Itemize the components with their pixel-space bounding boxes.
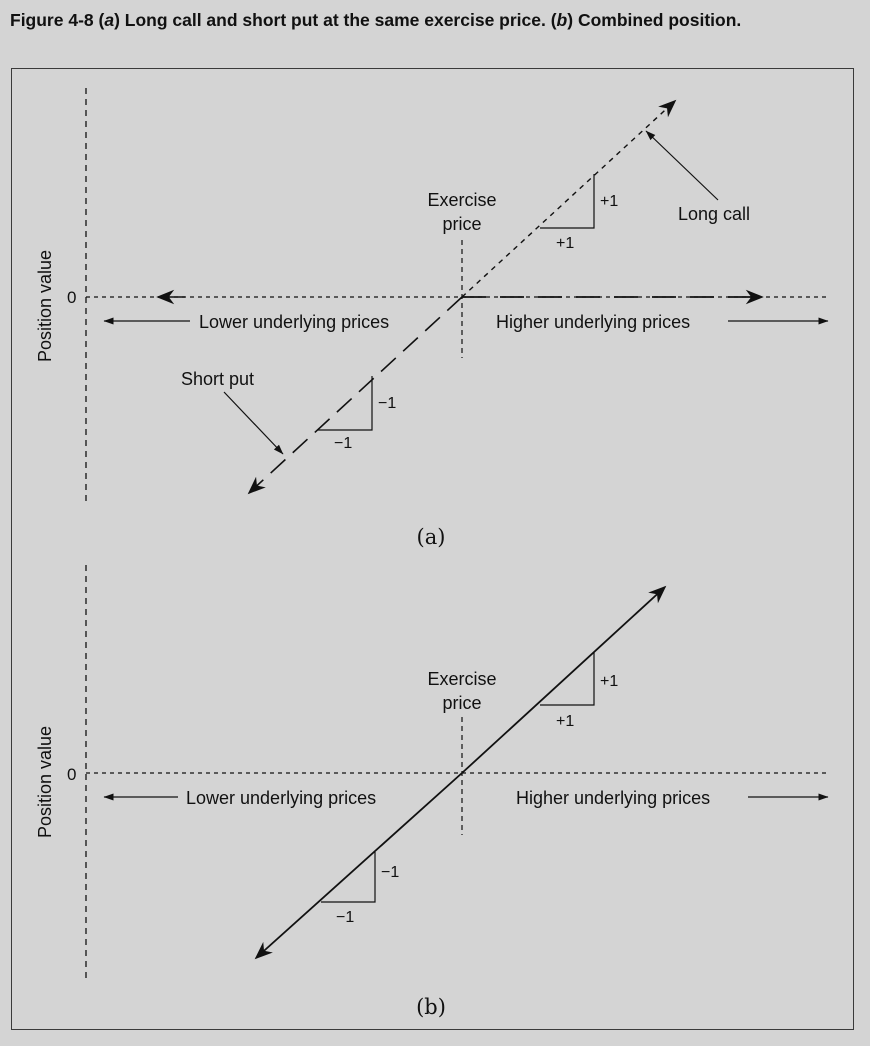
panel-a-y-axis-label: Position value (35, 250, 55, 362)
panel-b-label: (b) (416, 995, 446, 1019)
panel-a: +1 +1 −1 −1 Position value 0 Exercise pr… (35, 88, 830, 549)
panel-b-slope-triangle-up (540, 652, 595, 706)
panel-a-lower-prices-label: Lower underlying prices (199, 312, 389, 332)
panel-b-exercise-price-label-1: Exercise (427, 669, 496, 689)
figure-frame (11, 68, 854, 1030)
panel-b-combined-line-up (461, 585, 667, 774)
panel-b-slope-down-rise: −1 (381, 864, 399, 881)
panel-a-exercise-price-label-2: price (442, 214, 481, 234)
panel-a-slope-triangle-up (540, 174, 595, 229)
panel-a-short-put-pointer (223, 391, 284, 455)
caption-prefix: Figure 4-8 (10, 10, 99, 30)
panel-b-slope-triangle-down (321, 852, 376, 903)
panel-a-higher-prices-label: Higher underlying prices (496, 312, 690, 332)
panel-b: +1 +1 −1 −1 Position value 0 Exercise pr… (35, 565, 830, 1019)
caption-part-a-text: ) Long call and short put at the same ex… (114, 10, 557, 30)
panel-a-slope-down-run: −1 (334, 435, 352, 452)
panel-b-lower-prices-label: Lower underlying prices (186, 788, 376, 808)
panel-a-label: (a) (417, 525, 446, 549)
panel-b-exercise-price-label-2: price (442, 693, 481, 713)
panel-a-slope-up-rise: +1 (600, 193, 618, 210)
figure-caption: Figure 4-8 (a) Long call and short put a… (10, 10, 741, 31)
panel-a-long-call-line (461, 99, 677, 298)
panel-a-long-call-label: Long call (678, 204, 750, 224)
panel-b-slope-up-run: +1 (556, 713, 574, 730)
panel-a-slope-triangle-down (318, 376, 373, 431)
panel-a-zero-label: 0 (67, 288, 76, 307)
panel-a-slope-up-run: +1 (556, 235, 574, 252)
panel-a-slope-down-rise: −1 (378, 395, 396, 412)
panel-b-combined-line-down (254, 772, 463, 960)
caption-part-a: a (104, 10, 115, 30)
panel-a-exercise-price-label-1: Exercise (427, 190, 496, 210)
panel-b-zero-label: 0 (67, 765, 76, 784)
panel-b-slope-up-rise: +1 (600, 673, 618, 690)
panel-b-higher-prices-label: Higher underlying prices (516, 788, 710, 808)
panel-b-slope-down-run: −1 (336, 909, 354, 926)
panel-a-short-put-label: Short put (181, 369, 254, 389)
panel-b-y-axis-label: Position value (35, 726, 55, 838)
caption-open-a: ( (98, 10, 105, 30)
caption-part-b: b (556, 10, 568, 30)
panel-a-short-put-line (247, 296, 463, 495)
caption-part-b-text: ) Combined position. (567, 10, 742, 30)
panel-a-long-call-pointer (645, 130, 719, 201)
